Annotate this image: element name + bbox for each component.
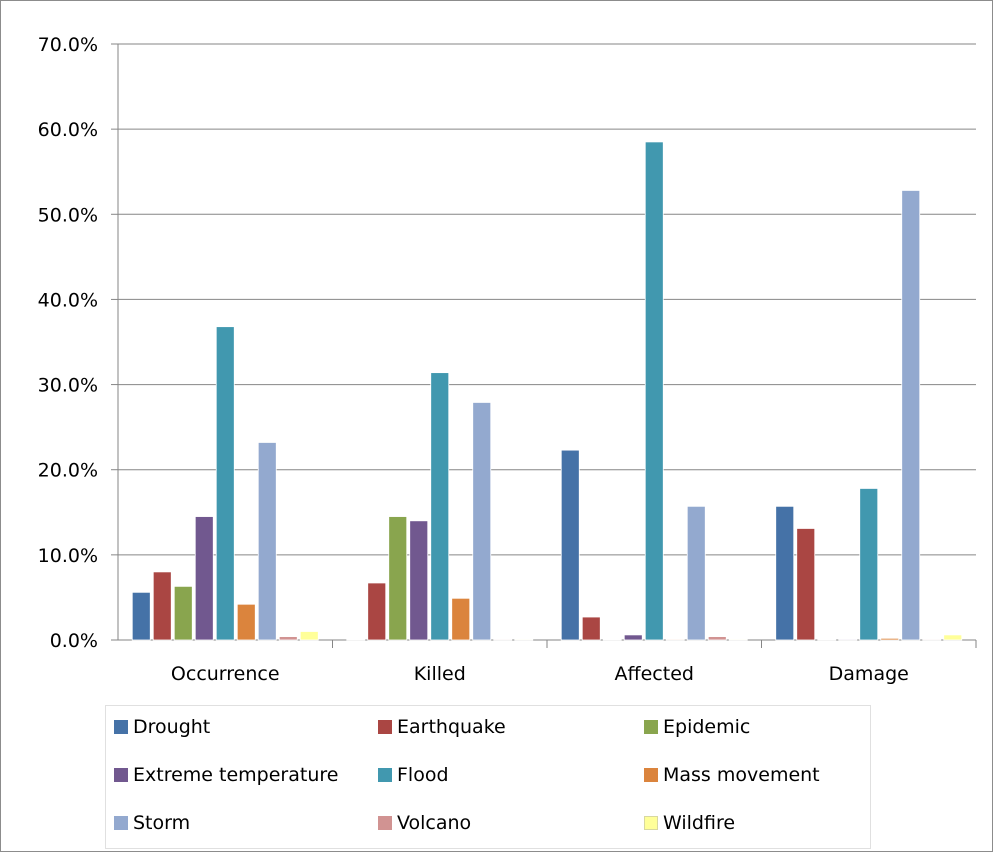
bar-storm	[472, 402, 492, 641]
legend-item: Volcano	[378, 809, 471, 837]
bar-earthquake	[581, 616, 601, 641]
bar-flood	[215, 326, 235, 641]
category-label: Occurrence	[171, 663, 280, 685]
bar-volcano	[922, 638, 942, 641]
bar-flood	[430, 372, 450, 641]
legend-item: Earthquake	[378, 713, 506, 741]
legend-item: Flood	[378, 761, 449, 789]
legend-item: Drought	[114, 713, 210, 741]
category-label: Affected	[615, 663, 694, 685]
y-tick-label: 10.0%	[38, 545, 98, 567]
bar-earthquake	[796, 528, 816, 641]
legend-item: Extreme temperature	[114, 761, 338, 789]
category-label: Damage	[829, 663, 909, 685]
bar-chart-plot: 0.0% 10.0% 20.0% 30.0% 40.0% 50.0% 60.0% 70.0% O…	[38, 34, 977, 685]
legend-swatch	[644, 720, 658, 734]
legend-item: Storm	[114, 809, 190, 837]
legend-label: Volcano	[397, 812, 472, 834]
bar-wildfire	[514, 638, 534, 641]
bar-mass-movement	[665, 638, 685, 641]
bar-volcano	[493, 638, 513, 641]
legend-label: Flood	[397, 764, 449, 786]
bar-drought	[775, 505, 795, 641]
bar-flood	[644, 141, 664, 641]
y-tick-label: 70.0%	[38, 34, 98, 56]
bar-wildfire	[728, 638, 748, 641]
bar-volcano	[707, 636, 727, 641]
y-tick-label: 40.0%	[38, 289, 98, 311]
bar-mass-movement	[451, 597, 471, 641]
legend-swatch	[378, 816, 392, 830]
bar-epidemic	[602, 639, 622, 641]
legend-label: Epidemic	[663, 716, 751, 738]
bar-storm	[901, 190, 921, 641]
legend-swatch	[114, 720, 128, 734]
bar-mass-movement	[880, 637, 900, 641]
legend-label: Drought	[133, 716, 211, 738]
bar-drought	[131, 591, 151, 641]
bar-epidemic	[173, 585, 193, 641]
legend-item: Mass movement	[644, 761, 820, 789]
y-tick-label: 0.0%	[50, 630, 98, 652]
legend-swatch	[378, 720, 392, 734]
bar-extreme-temperature	[838, 638, 858, 641]
legend: Drought Earthquake Epidemic Extreme tempera…	[105, 705, 871, 849]
legend-swatch	[378, 768, 392, 782]
bar-extreme-temperature	[409, 520, 429, 641]
legend-label: Wildfire	[663, 812, 736, 834]
bar-mass-movement	[236, 603, 256, 641]
bar-earthquake	[367, 582, 387, 641]
legend-item: Epidemic	[644, 713, 750, 741]
bar-drought	[346, 639, 366, 641]
legend-swatch	[114, 768, 128, 782]
bar-wildfire	[299, 631, 319, 641]
bar-flood	[859, 488, 879, 641]
category-label: Killed	[414, 663, 466, 685]
legend-label: Mass movement	[663, 764, 820, 786]
bar-drought	[560, 449, 580, 641]
y-tick-label: 50.0%	[38, 204, 98, 226]
bar-extreme-temperature	[623, 634, 643, 641]
bar-volcano	[278, 636, 298, 641]
bar-extreme-temperature	[194, 516, 214, 641]
bar-storm	[257, 442, 277, 641]
legend-label: Earthquake	[397, 716, 506, 738]
y-tick-label: 20.0%	[38, 460, 98, 482]
legend-label: Storm	[133, 812, 191, 834]
bar-epidemic	[388, 516, 408, 641]
legend-item: Wildfire	[644, 809, 735, 837]
legend-swatch	[644, 816, 658, 830]
legend-swatch	[644, 768, 658, 782]
bar-epidemic	[817, 639, 837, 641]
bar-wildfire	[943, 634, 963, 641]
y-tick-label: 30.0%	[38, 375, 98, 397]
bar-storm	[686, 505, 706, 641]
legend-label: Extreme temperature	[133, 764, 339, 786]
bar-earthquake	[152, 571, 172, 641]
legend-swatch	[114, 816, 128, 830]
y-tick-label: 60.0%	[38, 119, 98, 141]
